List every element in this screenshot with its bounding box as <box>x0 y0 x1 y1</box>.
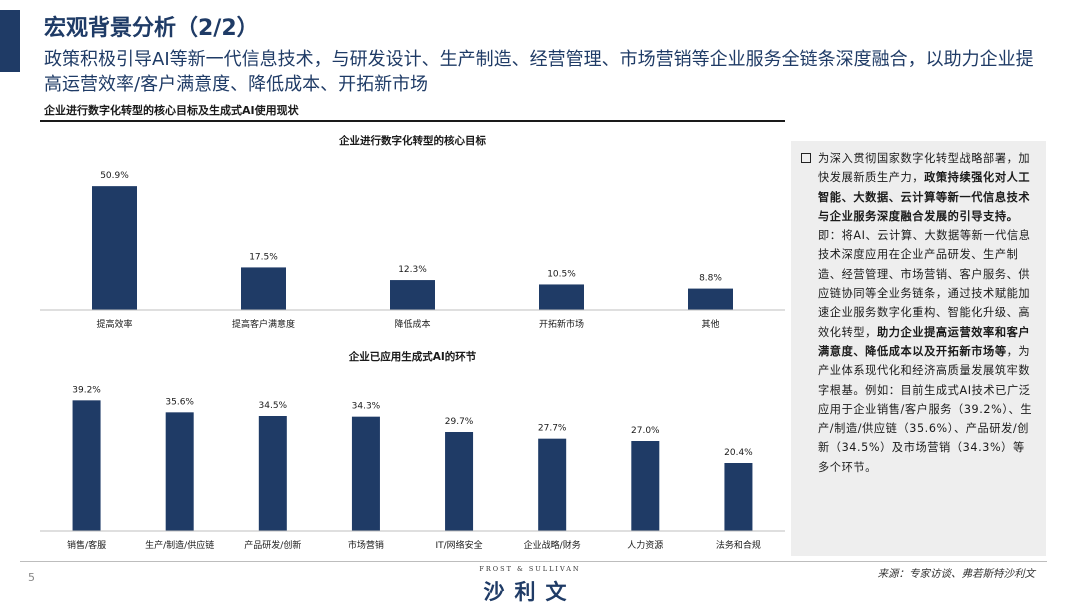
category-label: 法务和合规 <box>716 539 761 551</box>
data-label: 20.4% <box>724 448 753 458</box>
data-label: 34.5% <box>259 401 288 411</box>
page-subtitle: 政策积极引导AI等新一代信息技术，与研发设计、生产制造、经营管理、市场营销等企业… <box>44 49 1034 95</box>
bar <box>241 267 286 310</box>
data-label: 17.5% <box>249 252 278 262</box>
bar <box>445 432 474 531</box>
bar <box>539 284 584 310</box>
side-text-segment: 为深入贯彻国家数字化转型战略部署，加快发展新质生产力， <box>818 152 1031 185</box>
data-label: 50.9% <box>100 171 129 181</box>
section-label: 企业进行数字化转型的核心目标及生成式AI使用现状 <box>44 104 299 117</box>
data-label: 35.6% <box>165 397 194 407</box>
category-label: 企业战略/财务 <box>524 539 581 551</box>
category-label: 降低成本 <box>394 318 430 330</box>
category-label: 人力资源 <box>627 539 663 551</box>
data-label: 39.2% <box>72 385 101 395</box>
genai-usage-chart: 企业已应用生成式AI的环节 39.2% 销售/客服 35.6% 生产/制造/供应链 34.… <box>40 350 785 551</box>
bar <box>631 441 660 531</box>
data-label: 27.7% <box>538 424 567 434</box>
section-divider <box>40 120 785 122</box>
bar <box>258 416 287 531</box>
data-label: 8.8% <box>699 274 722 284</box>
side-text-segment: ，为产业体系现代化和经济高质量发展筑牢数字根基。例如：目前生成式AI技术已广泛应… <box>818 344 1033 474</box>
category-label: 销售/客服 <box>67 539 106 551</box>
logo-wordmark: FROST & SULLIVAN <box>479 565 581 573</box>
page-title: 宏观背景分析（2/2） <box>44 16 259 41</box>
data-label: 29.7% <box>445 417 474 427</box>
data-label: 12.3% <box>398 265 427 275</box>
bar <box>724 463 753 531</box>
side-text-segment: 助力企业提高运营效率和客户满意度、降低成本以及开拓新市场等 <box>818 325 1031 358</box>
chart-title: 企业已应用生成式AI的环节 <box>348 350 477 363</box>
category-label: 开拓新市场 <box>539 318 584 330</box>
square-bullet-icon <box>801 153 811 163</box>
chart-title: 企业进行数字化转型的核心目标 <box>338 134 486 147</box>
category-label: 市场营销 <box>348 539 384 551</box>
side-text-segment: 即：将AI、云计算、大数据等新一代信息技术深度应用在企业产品研发、生产制造、经营… <box>818 229 1031 339</box>
core-goals-chart: 企业进行数字化转型的核心目标 50.9% 提高效率 17.5% 提高客户满意度 12.3%… <box>40 134 785 330</box>
data-label: 27.0% <box>631 426 660 436</box>
category-label: 提高效率 <box>96 318 132 330</box>
logo-chinese-name: 沙利文 <box>483 580 577 604</box>
bar <box>390 280 435 310</box>
category-label: 生产/制造/供应链 <box>145 539 214 551</box>
page-number: 5 <box>28 571 35 584</box>
side-panel-text: 为深入贯彻国家数字化转型战略部署，加快发展新质生产力，政策持续强化对人工智能、大… <box>818 149 1036 477</box>
bar <box>538 438 567 531</box>
bar <box>351 416 380 531</box>
category-label: 提高客户满意度 <box>232 318 295 330</box>
side-panel: 为深入贯彻国家数字化转型战略部署，加快发展新质生产力，政策持续强化对人工智能、大… <box>791 141 1046 556</box>
data-label: 10.5% <box>547 269 576 279</box>
category-label: 其他 <box>701 318 719 330</box>
side-text-segment: 政策持续强化对人工智能、大数据、云计算等新一代信息技术与企业服务深度融合发展的引… <box>818 171 1031 223</box>
footer-divider <box>20 561 1047 562</box>
title-accent-bar <box>0 10 20 72</box>
bar <box>165 412 194 531</box>
source-note: 来源：专家访谈、弗若斯特沙利文 <box>877 568 1036 580</box>
bar <box>72 400 101 531</box>
category-label: 产品研发/创新 <box>244 539 301 551</box>
data-label: 34.3% <box>352 402 381 412</box>
bar <box>688 288 733 310</box>
category-label: IT/网络安全 <box>435 539 482 551</box>
bar <box>92 186 137 310</box>
